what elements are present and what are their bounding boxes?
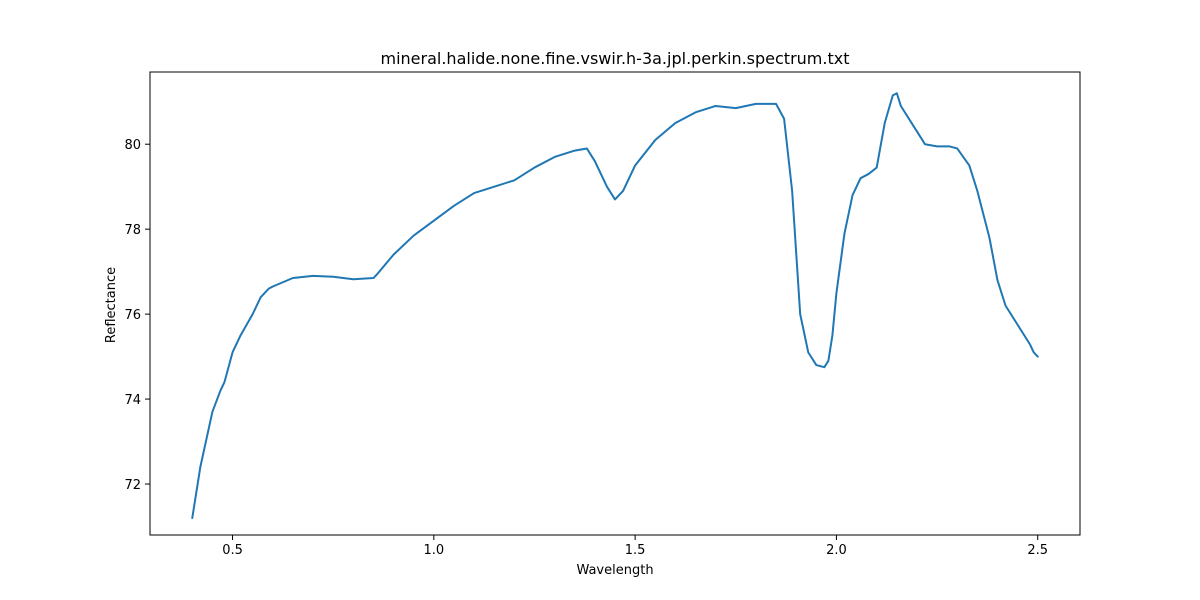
x-tick-label: 1.5 — [625, 543, 646, 558]
spectrum-line-0 — [191, 92, 1039, 520]
axes: 0.5 1.0 1.5 2.0 2.5 72 74 76 78 80 — [124, 71, 1081, 558]
y-tick-label: 72 — [124, 478, 141, 493]
y-tick-label: 78 — [124, 223, 141, 238]
x-tick-label: 0.5 — [222, 543, 243, 558]
x-tick-label: 2.0 — [826, 543, 847, 558]
y-tick-label: 76 — [124, 308, 141, 323]
x-axis-label: Wavelength — [576, 563, 653, 578]
chart-title: mineral.halide.none.fine.vswir.h-3a.jpl.… — [381, 49, 850, 68]
y-tick-label: 80 — [124, 138, 141, 153]
axes-frame — [149, 71, 1081, 536]
y-tick-label: 74 — [124, 393, 141, 408]
x-tick-label: 1.0 — [423, 543, 444, 558]
x-tick-label: 2.5 — [1027, 543, 1048, 558]
plot-area — [191, 92, 1039, 520]
y-axis-label: Reflectance — [104, 267, 119, 343]
